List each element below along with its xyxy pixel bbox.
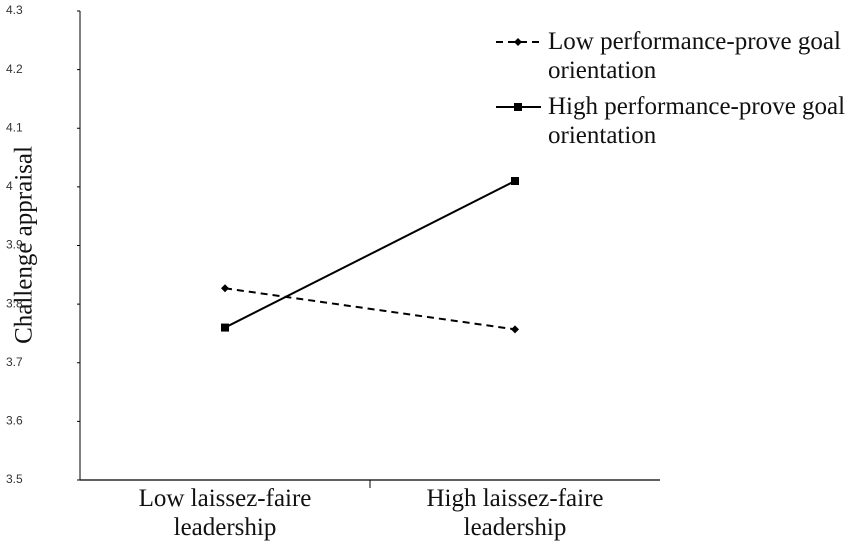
y-tick-label: 3.7 <box>6 355 23 369</box>
point <box>511 325 519 334</box>
legend-marker <box>514 103 522 111</box>
series-line <box>224 180 516 329</box>
y-axis-title: Challenge appraisal <box>11 146 38 344</box>
point <box>221 284 229 293</box>
y-tick-label: 3.5 <box>6 472 23 486</box>
y-tick-label: 4.1 <box>6 120 23 134</box>
x-tick-label: Low laissez-faire leadership <box>138 485 312 541</box>
y-tick-label: 4.2 <box>6 62 23 76</box>
x-tick-label: High laissez-faire leadership <box>426 485 604 541</box>
y-tick-label: 4 <box>6 179 13 193</box>
point <box>221 323 229 332</box>
series-line <box>224 287 516 331</box>
y-tick-label: 4.3 <box>6 3 23 17</box>
legend-label: Low performance-prove goal orientation <box>548 28 841 84</box>
y-tick-label: 3.8 <box>6 296 23 310</box>
legend-marker <box>514 38 522 46</box>
point <box>511 177 519 186</box>
legend-label: High performance-prove goal orientation <box>548 93 846 149</box>
y-tick-label: 3.6 <box>6 414 23 428</box>
y-tick-label: 3.9 <box>6 238 23 252</box>
